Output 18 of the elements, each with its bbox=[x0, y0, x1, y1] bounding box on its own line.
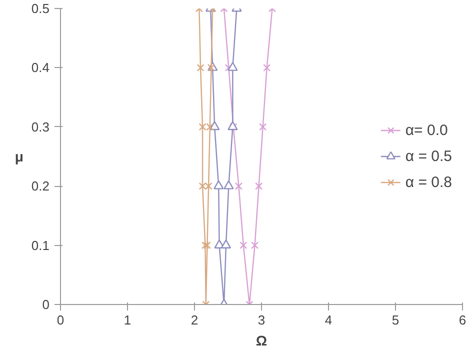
y-axis-title: μ bbox=[14, 148, 24, 164]
legend-label: α = 0.8 bbox=[405, 174, 452, 190]
x-axis-title: Ω bbox=[256, 332, 268, 348]
y-tick-label: 0 bbox=[42, 297, 50, 312]
y-tick-label: 0.2 bbox=[31, 178, 50, 194]
x-tick-label: 4 bbox=[324, 312, 332, 328]
y-tick-label: 0.1 bbox=[31, 238, 50, 253]
x-tick-label: 3 bbox=[258, 312, 266, 328]
y-tick-label: 0.4 bbox=[31, 60, 50, 76]
x-tick-label: 2 bbox=[190, 312, 198, 328]
x-tick-label: 6 bbox=[458, 312, 466, 328]
x-tick-label: 0 bbox=[56, 312, 64, 328]
legend-label: α = 0.5 bbox=[405, 148, 452, 164]
legend-label: α= 0.0 bbox=[405, 122, 448, 138]
y-tick-label: 0.3 bbox=[31, 119, 50, 134]
x-tick-label: 5 bbox=[392, 312, 400, 328]
y-tick-label: 0.5 bbox=[31, 1, 50, 16]
x-tick-label: 1 bbox=[124, 312, 132, 328]
